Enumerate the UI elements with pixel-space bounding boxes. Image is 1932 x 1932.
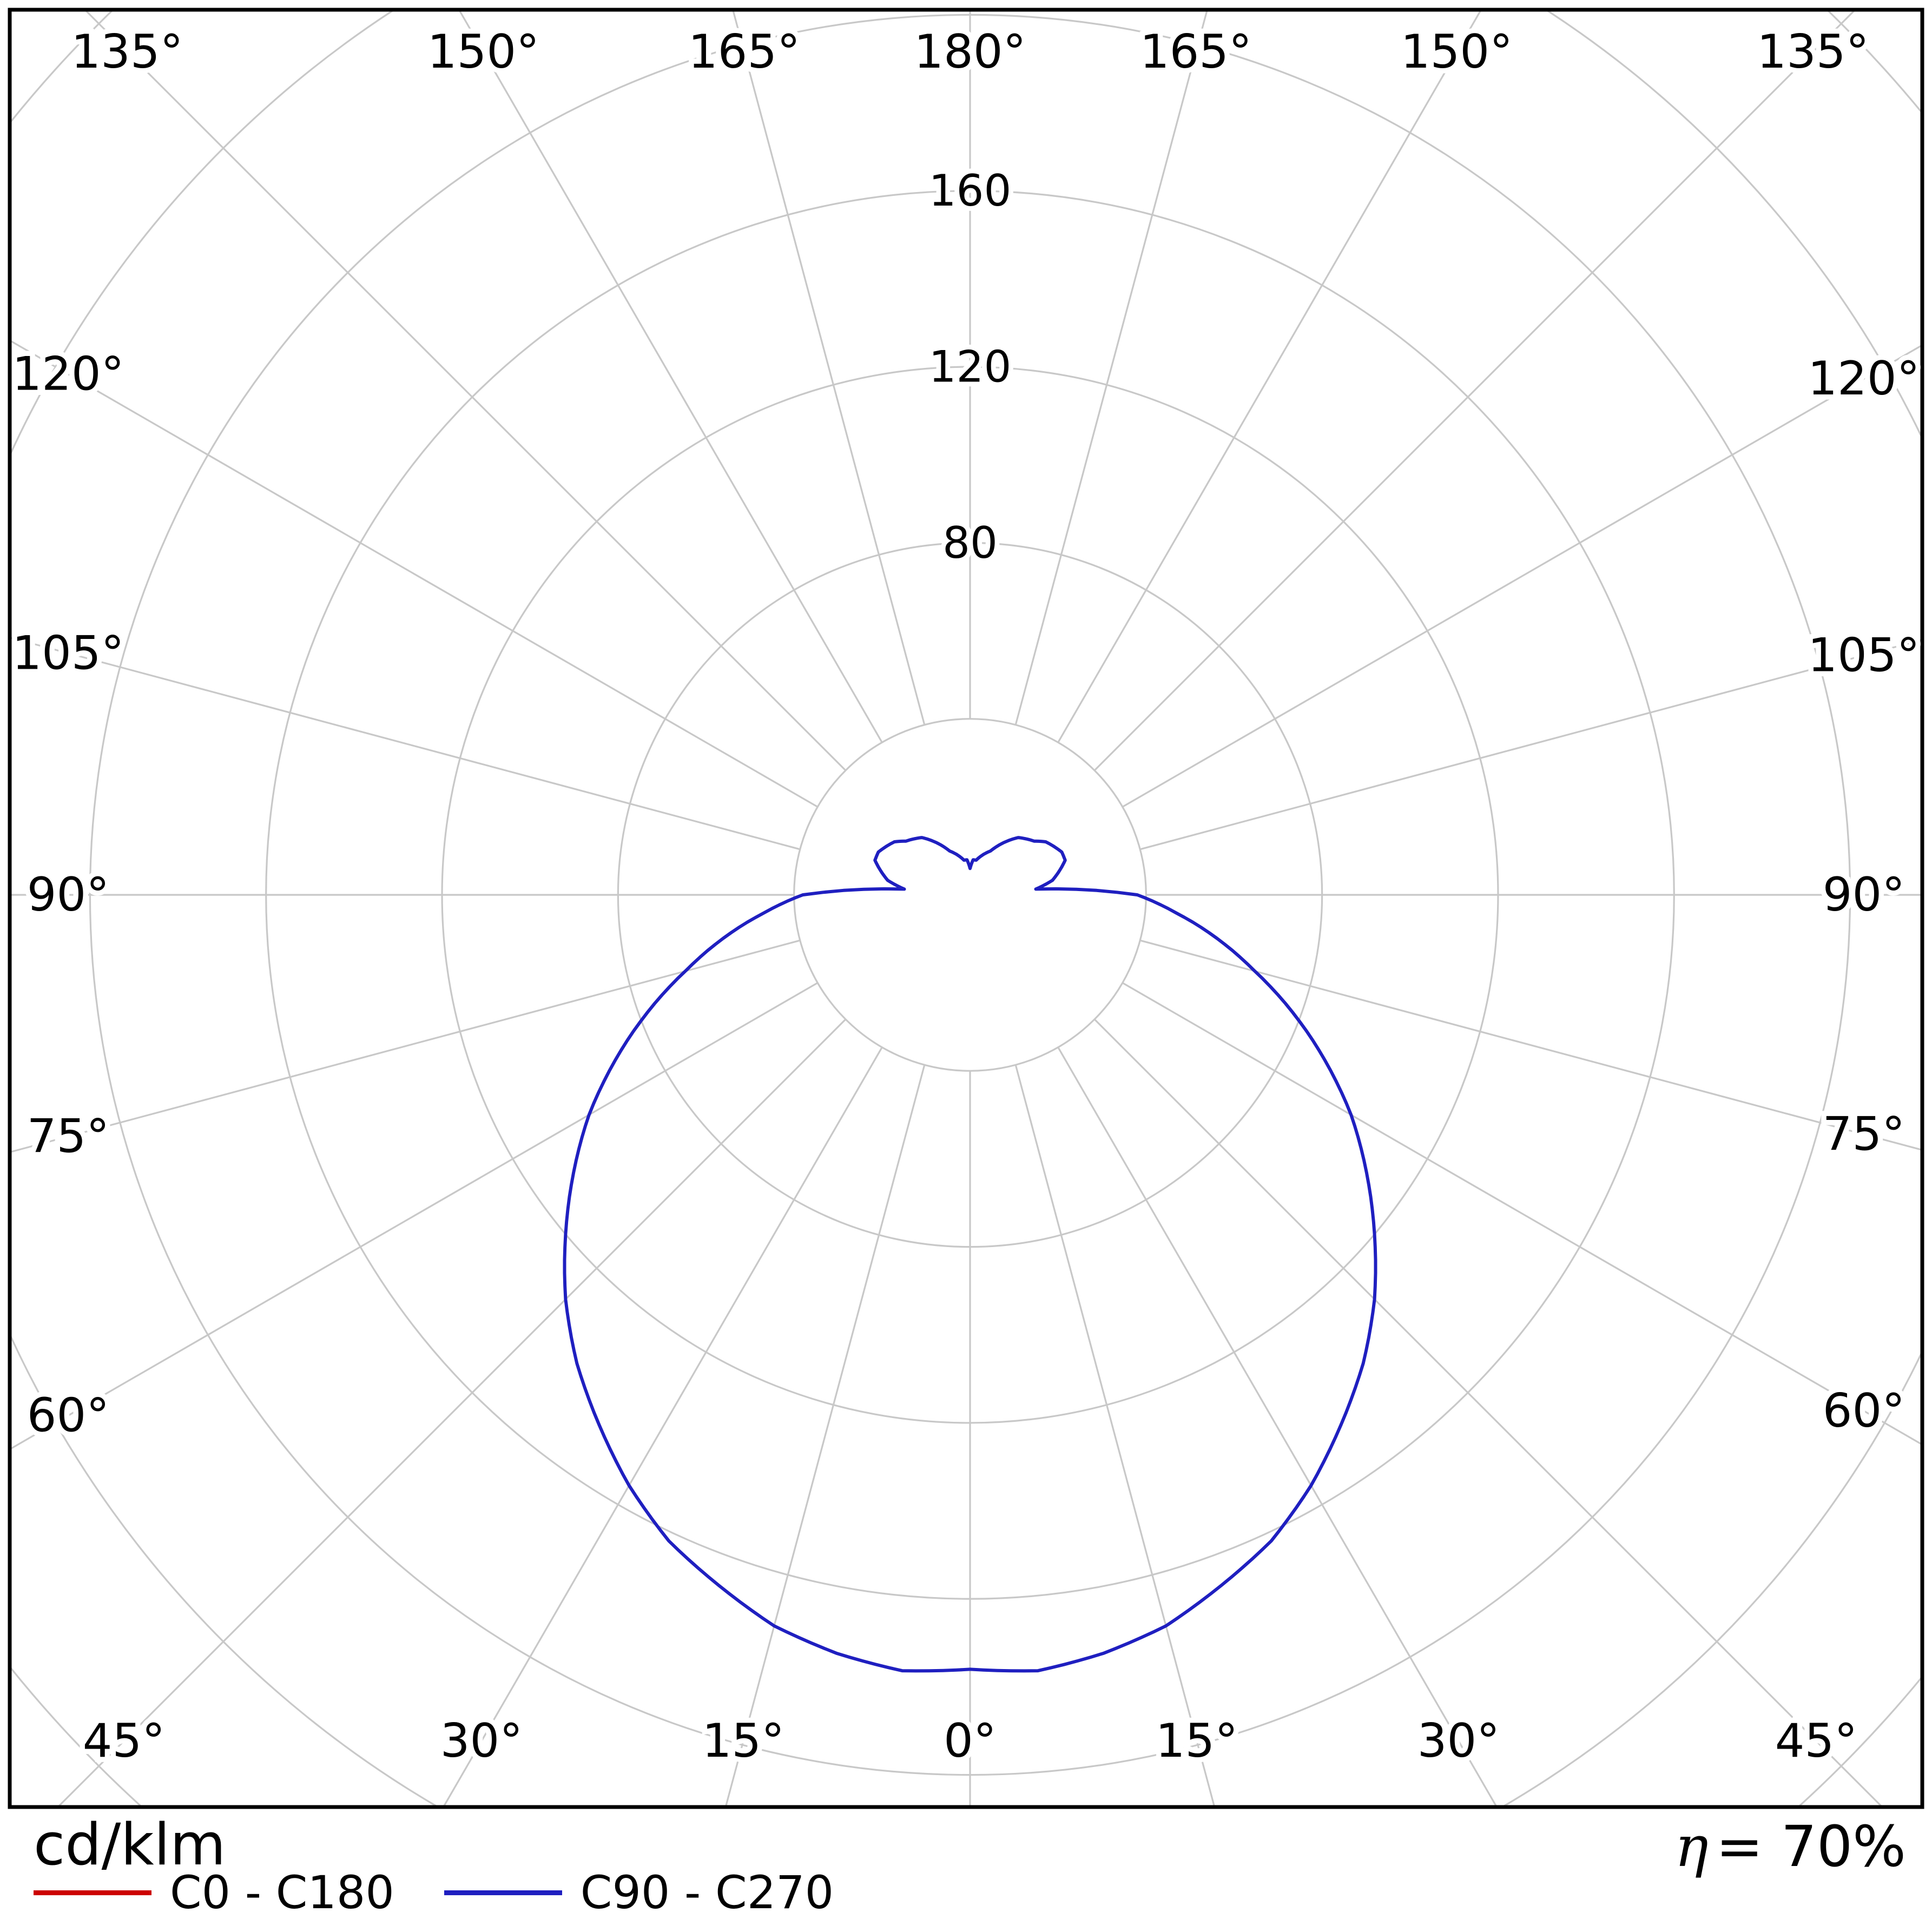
svg-text:150°: 150° <box>1401 25 1513 79</box>
svg-text:30°: 30° <box>1417 1714 1500 1768</box>
svg-text:120°: 120° <box>12 347 124 401</box>
svg-text:180°: 180° <box>914 25 1026 79</box>
svg-text:75°: 75° <box>27 1110 109 1164</box>
svg-text:15°: 15° <box>702 1714 784 1768</box>
svg-text:60°: 60° <box>27 1388 109 1442</box>
eta-value: = 70% <box>1716 1814 1906 1880</box>
svg-text:15°: 15° <box>1156 1714 1238 1768</box>
svg-text:45°: 45° <box>83 1714 165 1768</box>
svg-text:105°: 105° <box>1808 628 1920 682</box>
svg-text:120°: 120° <box>1808 352 1920 406</box>
svg-text:105°: 105° <box>12 626 124 680</box>
svg-text:135°: 135° <box>71 25 183 79</box>
legend-item-c0-c180: C0 - C180 <box>34 1868 394 1917</box>
svg-text:45°: 45° <box>1775 1714 1857 1768</box>
svg-text:90°: 90° <box>1823 868 1905 922</box>
legend-item-c90-c270: C90 - C270 <box>444 1868 834 1917</box>
svg-text:30°: 30° <box>440 1714 523 1768</box>
svg-text:0°: 0° <box>944 1714 997 1768</box>
legend-line-c90-c270 <box>444 1890 562 1895</box>
svg-text:165°: 165° <box>1140 25 1252 79</box>
units-label: cd/klm <box>34 1811 226 1878</box>
svg-text:135°: 135° <box>1757 25 1869 79</box>
legend-label-c0-c180: C0 - C180 <box>170 1866 394 1919</box>
legend: C0 - C180 C90 - C270 <box>34 1868 834 1917</box>
legend-label-c90-c270: C90 - C270 <box>580 1866 834 1919</box>
efficiency-label: η = 70% <box>1674 1816 1906 1877</box>
svg-text:80: 80 <box>942 518 998 568</box>
svg-text:165°: 165° <box>688 25 800 79</box>
svg-text:120: 120 <box>929 342 1012 392</box>
legend-line-c0-c180 <box>34 1890 151 1895</box>
svg-text:60°: 60° <box>1823 1384 1905 1438</box>
svg-text:90°: 90° <box>27 868 109 922</box>
svg-text:160: 160 <box>929 166 1012 216</box>
svg-text:75°: 75° <box>1823 1107 1905 1162</box>
eta-symbol: η <box>1674 1814 1709 1880</box>
svg-text:150°: 150° <box>427 25 539 79</box>
